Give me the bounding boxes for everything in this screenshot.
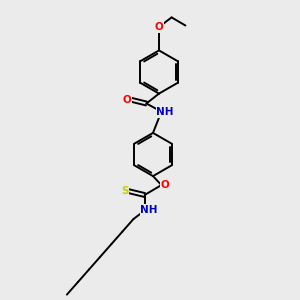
Text: NH: NH [140, 205, 158, 215]
Text: S: S [121, 186, 129, 196]
Text: O: O [160, 180, 169, 190]
Text: NH: NH [156, 107, 174, 117]
Text: O: O [154, 22, 164, 32]
Text: O: O [122, 94, 131, 105]
